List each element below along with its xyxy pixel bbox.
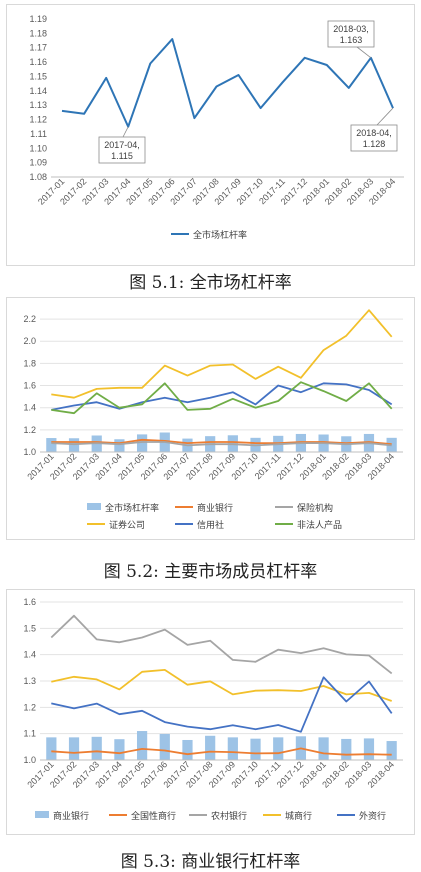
- chart1-annotation-label-1-1: 1.163: [340, 35, 363, 45]
- chart1-annotation-leader-2: [376, 107, 394, 126]
- chart3-legend-label-2: 农村银行: [211, 810, 247, 821]
- chart-panel-1: 1.08 1.09 1.10 1.11 1.12 1.13 1.14 1.15 1.16 1.17…: [6, 4, 415, 266]
- chart3-bar-4: [136, 731, 148, 760]
- chart3-series-line-1: [50, 614, 393, 675]
- chart3-y-tick-label-6: 1.6: [23, 597, 36, 607]
- chart2-y-tick-label-0: 1.0: [23, 447, 36, 457]
- chart3-y-tick-label-2: 1.2: [23, 702, 36, 712]
- chart3-bar-1: [68, 737, 80, 760]
- chart3-legend-swatch-0: [35, 811, 49, 818]
- chart3-bar-15: [386, 741, 397, 760]
- chart3-y-tick-label-5: 1.5: [23, 623, 36, 633]
- chart2-legend-label-5: 非法人产品: [297, 519, 342, 530]
- chart1-y-tick-label-3: 1.11: [30, 129, 47, 139]
- chart1-annotation-label-2-1: 1.128: [363, 139, 386, 149]
- chart2-series-line-0: [51, 438, 392, 446]
- caption-2: 图 5.2: 主要市场成员杠杆率: [103, 562, 318, 582]
- chart2-bar-0: [46, 438, 57, 452]
- chart1-y-tick-label-8: 1.16: [29, 57, 47, 67]
- chart1-y-tick-label-6: 1.14: [29, 86, 47, 96]
- chart1-annotation-box-0: [98, 136, 146, 164]
- chart3-bar-5: [159, 733, 170, 760]
- chart3-legend-label-1: 全国性商行: [131, 810, 176, 821]
- chart3-series-line-3: [51, 676, 393, 733]
- chart2-y-tick-label-6: 2.2: [23, 314, 36, 324]
- chart2-series-line-3: [51, 382, 393, 411]
- chart1-annotation-box-1: [327, 20, 375, 48]
- chart1-y-tick-label-11: 1.19: [29, 14, 47, 24]
- chart2-legend-label-4: 信用社: [197, 519, 224, 530]
- chart3-y-tick-label-4: 1.4: [23, 650, 36, 660]
- chart2-y-tick-label-2: 1.4: [23, 403, 36, 413]
- chart3-bar-8: [227, 737, 238, 760]
- chart1-y-tick-label-5: 1.13: [29, 100, 47, 110]
- chart3-legend-label-3: 城商行: [285, 810, 312, 821]
- chart1-annotation-leader-1: [356, 46, 372, 59]
- chart1-y-tick-label-9: 1.17: [29, 43, 47, 53]
- chart3-bar-13: [341, 738, 352, 760]
- chart3-bar-2: [91, 736, 102, 760]
- chart3-bar-12: [318, 737, 329, 760]
- chart1-annotation-label-0-0: 2017-04,: [104, 140, 140, 150]
- chart1-y-tick-label-4: 1.12: [29, 115, 47, 125]
- caption-1: 图 5.1: 全市场杠杆率: [129, 273, 292, 293]
- chart3-bar-6: [182, 739, 193, 760]
- chart2-series-line-4: [51, 381, 393, 415]
- chart1-annotation-label-2-0: 2018-04,: [356, 128, 392, 138]
- chart1-series-line-0: [61, 38, 394, 128]
- chart1-legend-label-0: 全市场杠杆率: [193, 229, 247, 240]
- chart3-bar-9: [250, 738, 261, 760]
- chart1-annotation-box-2: [350, 124, 398, 152]
- chart1-annotation-label-1-0: 2018-03,: [333, 24, 369, 34]
- chart-panel-2: 1.0 1.2 1.4 1.6 1.8 2.0 2.2 2017-01 2017-02 2017-…: [6, 297, 415, 540]
- chart3-bar-10: [273, 737, 284, 760]
- chart2-legend-swatch-0: [87, 503, 101, 510]
- chart1-y-tick-label-10: 1.18: [29, 28, 47, 38]
- chart-1-svg: 1.08 1.09 1.10 1.11 1.12 1.13 1.14 1.15 1.16 1.17…: [29, 14, 404, 240]
- chart2-legend-label-0: 全市场杠杆率: [105, 502, 159, 513]
- chart3-y-tick-label-1: 1.1: [23, 729, 36, 739]
- chart3-legend-label-0: 商业银行: [53, 810, 89, 821]
- caption-3: 图 5.3: 商业银行杠杆率: [120, 852, 301, 872]
- chart3-bar-14: [363, 738, 375, 760]
- chart2-bar-3: [114, 439, 125, 452]
- chart2-legend-label-3: 证券公司: [109, 519, 145, 530]
- chart3-y-tick-label-3: 1.3: [23, 676, 36, 686]
- chart2-y-tick-label-1: 1.2: [23, 425, 36, 435]
- chart3-bar-3: [114, 739, 125, 760]
- chart-3-svg: 1.01.11.21.31.41.51.62017-012017-022017-…: [23, 597, 403, 821]
- chart2-bar-1: [68, 438, 80, 452]
- chart2-series-line-2: [51, 309, 393, 399]
- chart3-series-line-0: [51, 747, 392, 756]
- chart2-legend-label-1: 商业银行: [197, 502, 233, 513]
- chart2-y-tick-label-4: 1.8: [23, 358, 36, 368]
- chart-panel-3: 1.0 1.1 1.2 1.3 1.4 1.5 1.6 2017-01 2017-02 2017-…: [6, 589, 415, 835]
- chart1-y-tick-label-1: 1.09: [29, 158, 47, 168]
- chart2-y-tick-label-3: 1.6: [23, 381, 36, 391]
- chart1-y-tick-label-2: 1.10: [29, 143, 47, 153]
- chart2-y-tick-label-5: 2.0: [23, 336, 36, 346]
- chart2-series-line-1: [51, 441, 392, 447]
- chart1-y-tick-label-0: 1.08: [29, 172, 47, 182]
- chart1-annotation-leader-0: [122, 126, 129, 138]
- chart3-bar-0: [46, 737, 57, 760]
- chart1-y-tick-label-7: 1.15: [29, 71, 47, 81]
- chart3-y-tick-label-0: 1.0: [23, 755, 36, 765]
- chart2-legend-label-2: 保险机构: [297, 502, 333, 513]
- chart2-bar-4: [136, 434, 148, 452]
- chart3-bar-7: [205, 735, 216, 760]
- chart-2-svg: 1.01.21.41.61.82.02.22017-012017-022017-…: [23, 309, 403, 530]
- chart1-annotation-label-0-1: 1.115: [111, 151, 133, 161]
- chart3-legend-label-4: 外资行: [359, 810, 386, 821]
